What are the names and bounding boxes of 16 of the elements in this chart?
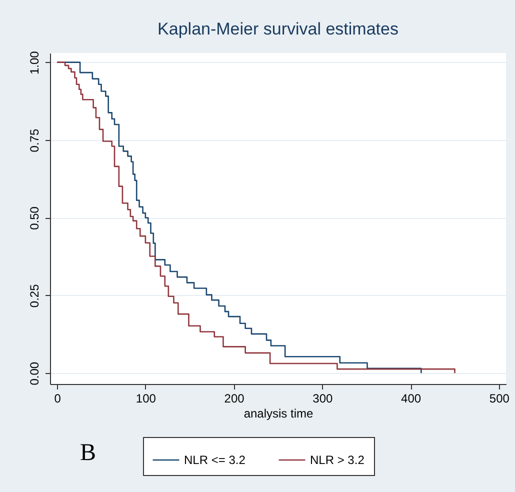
legend-label: NLR <= 3.2	[184, 453, 246, 467]
y-tick-label: 0.00	[28, 362, 42, 386]
y-tick-label: 1.00	[28, 50, 42, 75]
panel-letter: B	[80, 440, 96, 467]
y-tick-label: 0.50	[28, 206, 42, 230]
x-tick-label: 400	[401, 392, 422, 406]
x-tick-label: 500	[489, 392, 510, 406]
y-tick-label: 0.25	[28, 284, 42, 308]
x-axis-title: analysis time	[244, 406, 314, 420]
x-tick-label: 200	[224, 392, 245, 406]
legend-label: NLR > 3.2	[310, 453, 365, 467]
chart-title: Kaplan-Meier survival estimates	[158, 20, 398, 39]
x-tick-label: 300	[312, 392, 334, 406]
x-tick-label: 0	[54, 392, 62, 406]
y-tick-label: 0.75	[28, 128, 42, 152]
x-tick-label: 100	[136, 392, 156, 406]
